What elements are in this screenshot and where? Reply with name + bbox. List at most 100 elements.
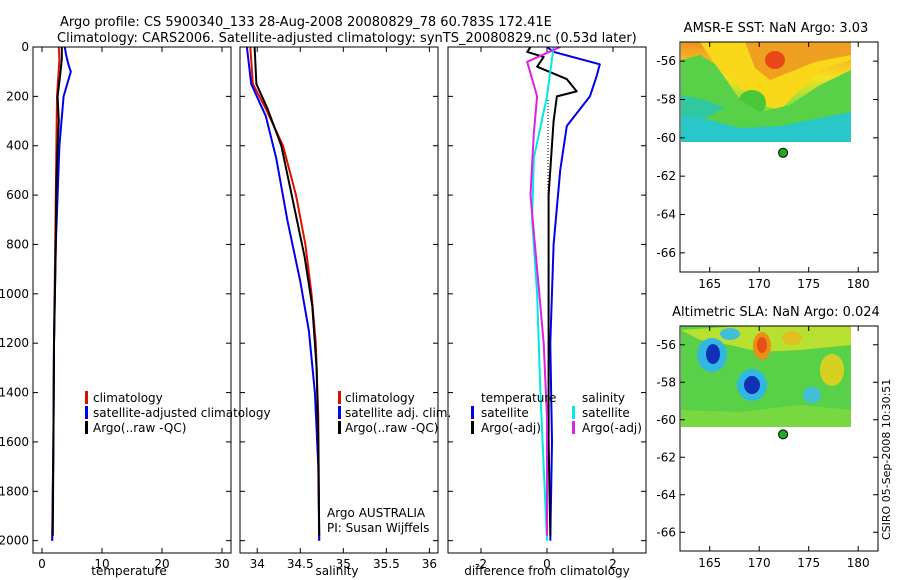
salinity-legend: climatology satellite adj. clim. Argo(..… bbox=[338, 391, 451, 435]
sst-map-panel: AMSR-E SST: NaN Argo: 3.03 165 170 175 180 -… bbox=[656, 21, 879, 291]
sst-map-xtick-label: 170 bbox=[748, 277, 771, 291]
difference-legend-salinity-heading: salinity bbox=[582, 391, 625, 405]
difference-xlabel: difference from climatology bbox=[464, 564, 630, 578]
temperature-legend-swatch-argo bbox=[85, 421, 88, 434]
difference-xtick-label: 0 bbox=[543, 557, 551, 571]
difference-legend-swatch-temp-satellite bbox=[471, 406, 474, 419]
difference-series-salinity-argo-adj- bbox=[526, 47, 561, 536]
sla-map-panel: Altimetric SLA: NaN Argo: 0.024 165 170 17… bbox=[656, 305, 879, 570]
sla-map-xtick-label: 180 bbox=[847, 556, 870, 570]
salinity-legend-argo: Argo(..raw -QC) bbox=[345, 421, 438, 435]
temperature-ytick-label: 600 bbox=[6, 188, 29, 202]
temperature-legend-satellite: satellite-adjusted climatology bbox=[93, 406, 271, 420]
sla-high-anomaly-core bbox=[757, 337, 767, 353]
sla-low-center-core bbox=[744, 376, 760, 394]
sst-hot-spot bbox=[765, 51, 785, 69]
salinity-axes-frame bbox=[239, 46, 439, 554]
sla-map-xtick-label: 175 bbox=[797, 556, 820, 570]
float-label-country: Argo AUSTRALIA bbox=[327, 506, 426, 520]
temperature-legend-argo: Argo(..raw -QC) bbox=[93, 421, 186, 435]
salinity-legend-swatch-satellite bbox=[338, 406, 341, 419]
temperature-ytick-label: 800 bbox=[6, 237, 29, 251]
sla-map-ytick-label: -60 bbox=[656, 413, 676, 427]
sla-map-ytick-label: -64 bbox=[656, 488, 676, 502]
temperature-ytick-label: 1600 bbox=[0, 435, 29, 449]
temperature-ytick-label: 2000 bbox=[0, 534, 29, 548]
sla-map-axes-frame bbox=[679, 325, 879, 552]
temperature-ytick-label: 1200 bbox=[0, 336, 29, 350]
difference-legend-sal-argo: Argo(-adj) bbox=[582, 421, 642, 435]
sst-warm-core bbox=[745, 42, 851, 80]
temperature-ytick-label: 1000 bbox=[0, 287, 29, 301]
difference-xtick-label: 2 bbox=[609, 557, 617, 571]
salinity-legend-swatch-climatology bbox=[338, 391, 341, 404]
salinity-xtick-label: 35 bbox=[336, 557, 351, 571]
sst-map-xtick-label: 180 bbox=[847, 277, 870, 291]
sla-map-xtick-label: 170 bbox=[748, 556, 771, 570]
difference-legend-temperature-heading: temperature bbox=[481, 391, 556, 405]
temperature-legend-swatch-climatology bbox=[85, 391, 88, 404]
difference-series-temperature-satellite bbox=[546, 47, 601, 541]
sla-heatmap-field bbox=[681, 326, 851, 427]
sla-secondary-high bbox=[782, 331, 802, 345]
salinity-xtick-label: 35.5 bbox=[373, 557, 400, 571]
temperature-ytick-label: 200 bbox=[6, 89, 29, 103]
sla-southern-band bbox=[681, 405, 851, 427]
temperature-xlabel: temperature bbox=[91, 564, 166, 578]
temperature-ytick-label: 400 bbox=[6, 139, 29, 153]
sla-map-ytick-label: -58 bbox=[656, 375, 676, 389]
float-label-pi: PI: Susan Wijffels bbox=[327, 521, 429, 535]
sst-frontal-band bbox=[681, 95, 725, 118]
sla-low-north bbox=[720, 328, 740, 340]
sla-map-ytick-label: -62 bbox=[656, 450, 676, 464]
sla-map-xtick-label: 165 bbox=[698, 556, 721, 570]
sst-map-axes-frame bbox=[679, 41, 879, 273]
sla-map-title: Altimetric SLA: NaN Argo: 0.024 bbox=[672, 305, 880, 320]
sla-low-west-core bbox=[706, 344, 720, 364]
sst-map-ytick-label: -62 bbox=[656, 169, 676, 183]
salinity-xtick-label: 36 bbox=[422, 557, 437, 571]
temperature-axes-frame bbox=[32, 46, 232, 554]
salinity-xtick-label: 34 bbox=[250, 557, 265, 571]
sst-map-xtick-label: 175 bbox=[797, 277, 820, 291]
temperature-ytick-label: 1800 bbox=[0, 484, 29, 498]
salinity-xtick-label: 34.5 bbox=[287, 557, 314, 571]
salinity-xlabel: salinity bbox=[315, 564, 358, 578]
difference-series-salinity-satellite bbox=[531, 47, 555, 541]
salinity-legend-satellite: satellite adj. clim. bbox=[345, 406, 451, 420]
sst-map-ytick-label: -60 bbox=[656, 131, 676, 145]
temperature-legend-swatch-satellite bbox=[85, 406, 88, 419]
sst-map-title: AMSR-E SST: NaN Argo: 3.03 bbox=[684, 21, 869, 36]
salinity-series-satellite-adj-clim- bbox=[245, 47, 321, 541]
temperature-ytick-label: 1400 bbox=[0, 386, 29, 400]
difference-panel: -2 0 2 difference from climatology tempera… bbox=[447, 46, 647, 578]
difference-legend: temperature satellite Argo(-adj) salinit… bbox=[471, 391, 642, 435]
difference-ticks: -2 0 2 bbox=[448, 46, 646, 571]
figure-title-line1: Argo profile: CS 5900340_133 28-Aug-2008… bbox=[60, 15, 552, 30]
sla-eastern-high bbox=[820, 354, 844, 386]
temperature-legend: climatology satellite-adjusted climatolo… bbox=[85, 391, 271, 435]
temperature-xtick-label: 0 bbox=[38, 557, 46, 571]
difference-axes-frame bbox=[447, 46, 647, 554]
salinity-legend-swatch-argo bbox=[338, 421, 341, 434]
temperature-legend-climatology: climatology bbox=[93, 391, 163, 405]
temperature-series bbox=[51, 47, 72, 541]
sst-cold-water bbox=[681, 55, 851, 142]
sst-map-ticks: 165 170 175 180 -56 -58 -60 -62 -64 -66 bbox=[656, 42, 878, 291]
salinity-series-climatology bbox=[249, 47, 321, 541]
difference-legend-temp-satellite: satellite bbox=[481, 406, 529, 420]
sla-map-ticks: 165 170 175 180 -56 -58 -60 -62 -64 -66 bbox=[656, 326, 878, 570]
sst-heatmap-field bbox=[681, 42, 851, 142]
figure-title-line2: Climatology: CARS2006. Satellite-adjuste… bbox=[57, 31, 637, 46]
temperature-xtick-label: 20 bbox=[154, 557, 169, 571]
difference-legend-sal-satellite: satellite bbox=[582, 406, 630, 420]
sla-argo-position-marker bbox=[778, 429, 789, 440]
sst-coldest-water bbox=[681, 112, 851, 142]
sst-map-ytick-label: -58 bbox=[656, 93, 676, 107]
salinity-legend-climatology: climatology bbox=[345, 391, 415, 405]
temperature-panel: 0 10 20 30 0 200 400 600 800 1000 1200 1400 1600 1800… bbox=[0, 40, 271, 578]
salinity-panel: 34 34.5 35 35.5 36 salinity climatology sate… bbox=[239, 46, 451, 578]
difference-xtick-label: -2 bbox=[475, 557, 487, 571]
sst-argo-position-marker bbox=[778, 147, 789, 158]
